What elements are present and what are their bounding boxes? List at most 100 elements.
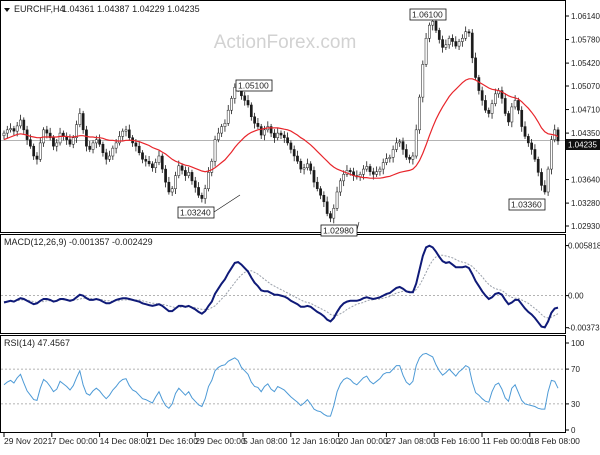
candle-body xyxy=(444,44,448,48)
candle-body xyxy=(273,132,276,138)
candle-body xyxy=(137,145,141,153)
candle-body xyxy=(289,142,293,150)
candle-body xyxy=(365,166,369,170)
candle-body xyxy=(371,171,375,175)
candle-body xyxy=(368,166,372,172)
candle-body xyxy=(477,77,481,91)
candle-body xyxy=(32,145,36,157)
candle-body xyxy=(540,172,543,186)
candle-body xyxy=(98,139,101,145)
candle-body xyxy=(510,106,514,123)
candle-body xyxy=(29,139,32,147)
price-ytick-label: 1.05420 xyxy=(571,59,600,68)
candle-body xyxy=(332,208,336,219)
macd-ytick-label: 0.005818 xyxy=(568,242,600,251)
candle-body xyxy=(263,129,266,136)
candle-body xyxy=(404,149,408,158)
candle-body xyxy=(190,172,194,182)
candle-body xyxy=(434,20,438,31)
candle-body xyxy=(296,155,299,162)
macd-title: MACD(12,26,9) -0.001357 -0.002429 xyxy=(4,237,153,247)
rsi-ytick-label: 100 xyxy=(571,339,585,348)
candle-body xyxy=(203,188,207,199)
macd-ytick-label: -0.003733 xyxy=(568,324,600,333)
moving-average-line xyxy=(3,78,559,179)
candle-body xyxy=(210,160,214,173)
candle-body xyxy=(223,123,227,127)
candle-body xyxy=(197,187,200,196)
candle-body xyxy=(282,134,286,138)
candle-body xyxy=(543,185,547,193)
candle-body xyxy=(141,152,144,160)
price-ytick-label: 1.03640 xyxy=(571,176,600,185)
candle-body xyxy=(276,132,280,138)
candle-body xyxy=(114,142,118,149)
candle-body xyxy=(424,37,428,65)
candle-body xyxy=(249,104,253,117)
candle-body xyxy=(536,159,540,173)
watermark: ActionForex.com xyxy=(214,32,357,53)
candle-body xyxy=(2,132,6,136)
candle-body xyxy=(91,142,95,150)
annotation-box xyxy=(320,224,358,237)
candle-body xyxy=(177,165,181,176)
candle-body xyxy=(269,126,273,134)
candle-body xyxy=(461,37,464,42)
candle-body xyxy=(134,142,138,147)
price-ytick-label: 1.04710 xyxy=(571,106,600,115)
candle-body xyxy=(487,109,491,114)
candle-body xyxy=(302,167,306,170)
moving-average-layer xyxy=(3,78,559,179)
x-tick-label: 7 Dec 00:00 xyxy=(52,436,98,446)
candle-body xyxy=(513,100,517,108)
candle-body xyxy=(124,129,128,132)
candle-body xyxy=(85,129,88,147)
rsi-title: RSI(14) 47.4567 xyxy=(4,338,70,348)
candle-body xyxy=(5,129,9,134)
candle-body xyxy=(68,139,72,145)
macd-main-line xyxy=(3,244,559,329)
candle-body xyxy=(147,160,151,165)
candle-body xyxy=(88,145,92,150)
candle-body xyxy=(411,155,415,160)
candle-body xyxy=(193,180,197,188)
candle-body xyxy=(81,113,85,131)
x-tick-label: 11 Feb 00:00 xyxy=(482,436,532,446)
candle-body xyxy=(19,119,22,127)
annotation-box xyxy=(235,79,273,92)
candle-body xyxy=(507,113,510,123)
candle-body xyxy=(78,113,82,125)
collapse-triangle-icon[interactable] xyxy=(4,8,10,12)
candle-body xyxy=(45,129,49,134)
candle-body xyxy=(108,155,111,160)
candle-body xyxy=(470,32,474,59)
candle-body xyxy=(329,213,332,219)
price-ytick-label: 1.04350 xyxy=(571,129,600,138)
macd-ytick-label: 0.00 xyxy=(568,292,584,301)
candle-body xyxy=(381,162,385,170)
x-tick-label: 29 Dec 00:00 xyxy=(195,436,246,446)
annotation-label: 1.06100 xyxy=(412,10,443,20)
x-tick-label: 21 Dec 16:00 xyxy=(147,436,198,446)
rsi-ytick-label: 0 xyxy=(571,426,576,435)
candle-body xyxy=(154,162,158,169)
candle-body xyxy=(22,119,26,131)
candle-body xyxy=(48,132,52,138)
candle-body xyxy=(503,98,507,114)
price-ytick-label: 1.06140 xyxy=(571,12,600,21)
candle-body xyxy=(144,159,148,162)
candle-body xyxy=(157,155,161,163)
candle-body xyxy=(299,160,303,170)
annotation-label: 1.05100 xyxy=(238,81,269,91)
candle-body xyxy=(457,41,461,47)
candle-body xyxy=(243,95,247,101)
candle-body xyxy=(127,129,131,138)
candle-body xyxy=(467,31,471,34)
candle-body xyxy=(101,143,105,153)
annotation-box xyxy=(409,8,447,21)
x-tick-label: 27 Jan 08:00 xyxy=(386,436,435,446)
price-panel-frame xyxy=(0,0,566,233)
